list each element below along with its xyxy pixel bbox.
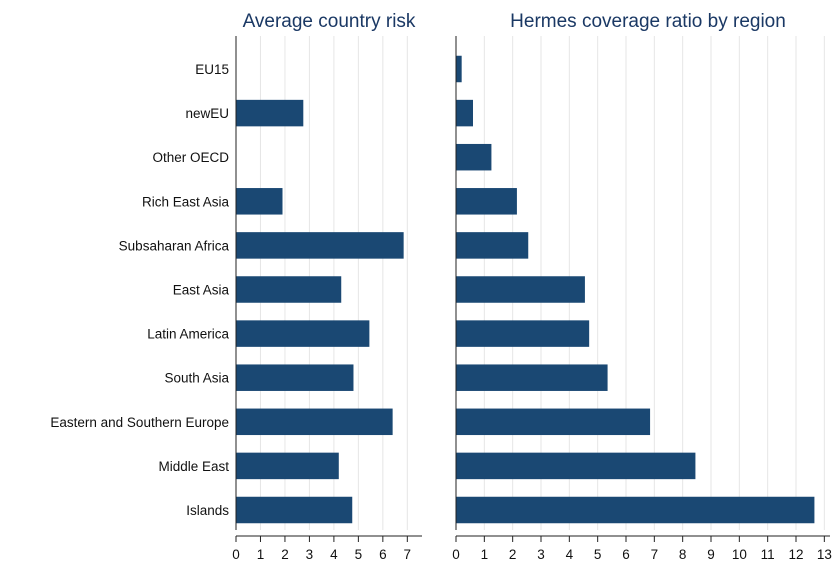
bar <box>456 188 517 215</box>
bar <box>236 188 283 215</box>
tick-label: 7 <box>404 547 412 562</box>
category-label: Middle East <box>158 459 229 474</box>
category-label: Other OECD <box>152 150 229 165</box>
category-label: Eastern and Southern Europe <box>50 415 229 430</box>
category-label: newEU <box>185 106 229 121</box>
tick-label: 1 <box>481 547 489 562</box>
bar <box>456 408 651 436</box>
bar <box>456 232 529 259</box>
bar <box>236 408 393 436</box>
tick-label: 0 <box>452 547 460 562</box>
bar <box>456 496 815 524</box>
tick-label: 1 <box>257 547 265 562</box>
category-label: South Asia <box>164 371 229 386</box>
tick-label: 5 <box>355 547 363 562</box>
tick-label: 6 <box>379 547 387 562</box>
bar <box>456 99 473 127</box>
tick-label: 8 <box>679 547 687 562</box>
category-label: EU15 <box>195 62 229 77</box>
category-label: Islands <box>186 503 229 518</box>
tick-label: 2 <box>281 547 289 562</box>
tick-label: 4 <box>330 547 338 562</box>
tick-label: 12 <box>788 547 803 562</box>
bar <box>236 496 353 524</box>
tick-label: 9 <box>707 547 715 562</box>
bar <box>236 99 304 127</box>
bar <box>456 143 492 171</box>
panel-title: Hermes coverage ratio by region <box>510 11 786 32</box>
panel-average-country-risk: Average country risk EU15 newEU Other OECD… <box>50 11 422 562</box>
tick-label: 13 <box>817 547 832 562</box>
tick-label: 2 <box>509 547 517 562</box>
bar <box>236 276 342 303</box>
bar <box>236 364 354 391</box>
tick-label: 3 <box>537 547 545 562</box>
tick-label: 3 <box>306 547 314 562</box>
tick-label: 10 <box>732 547 747 562</box>
tick-label: 7 <box>651 547 659 562</box>
tick-label: 11 <box>761 547 775 562</box>
panel-title: Average country risk <box>243 11 416 32</box>
bar <box>456 55 462 83</box>
tick-label: 4 <box>566 547 574 562</box>
bar <box>456 364 608 391</box>
category-label: Latin America <box>147 327 229 342</box>
tick-label: 0 <box>232 547 240 562</box>
category-label: East Asia <box>173 283 230 298</box>
bar <box>236 232 404 259</box>
bar <box>456 452 696 480</box>
tick-label: 6 <box>622 547 630 562</box>
tick-label: 5 <box>594 547 602 562</box>
category-label: Rich East Asia <box>142 194 230 209</box>
bar <box>456 276 585 303</box>
bar <box>236 452 339 480</box>
bar <box>456 320 590 347</box>
bar <box>236 320 370 347</box>
category-label: Subsaharan Africa <box>119 238 230 253</box>
